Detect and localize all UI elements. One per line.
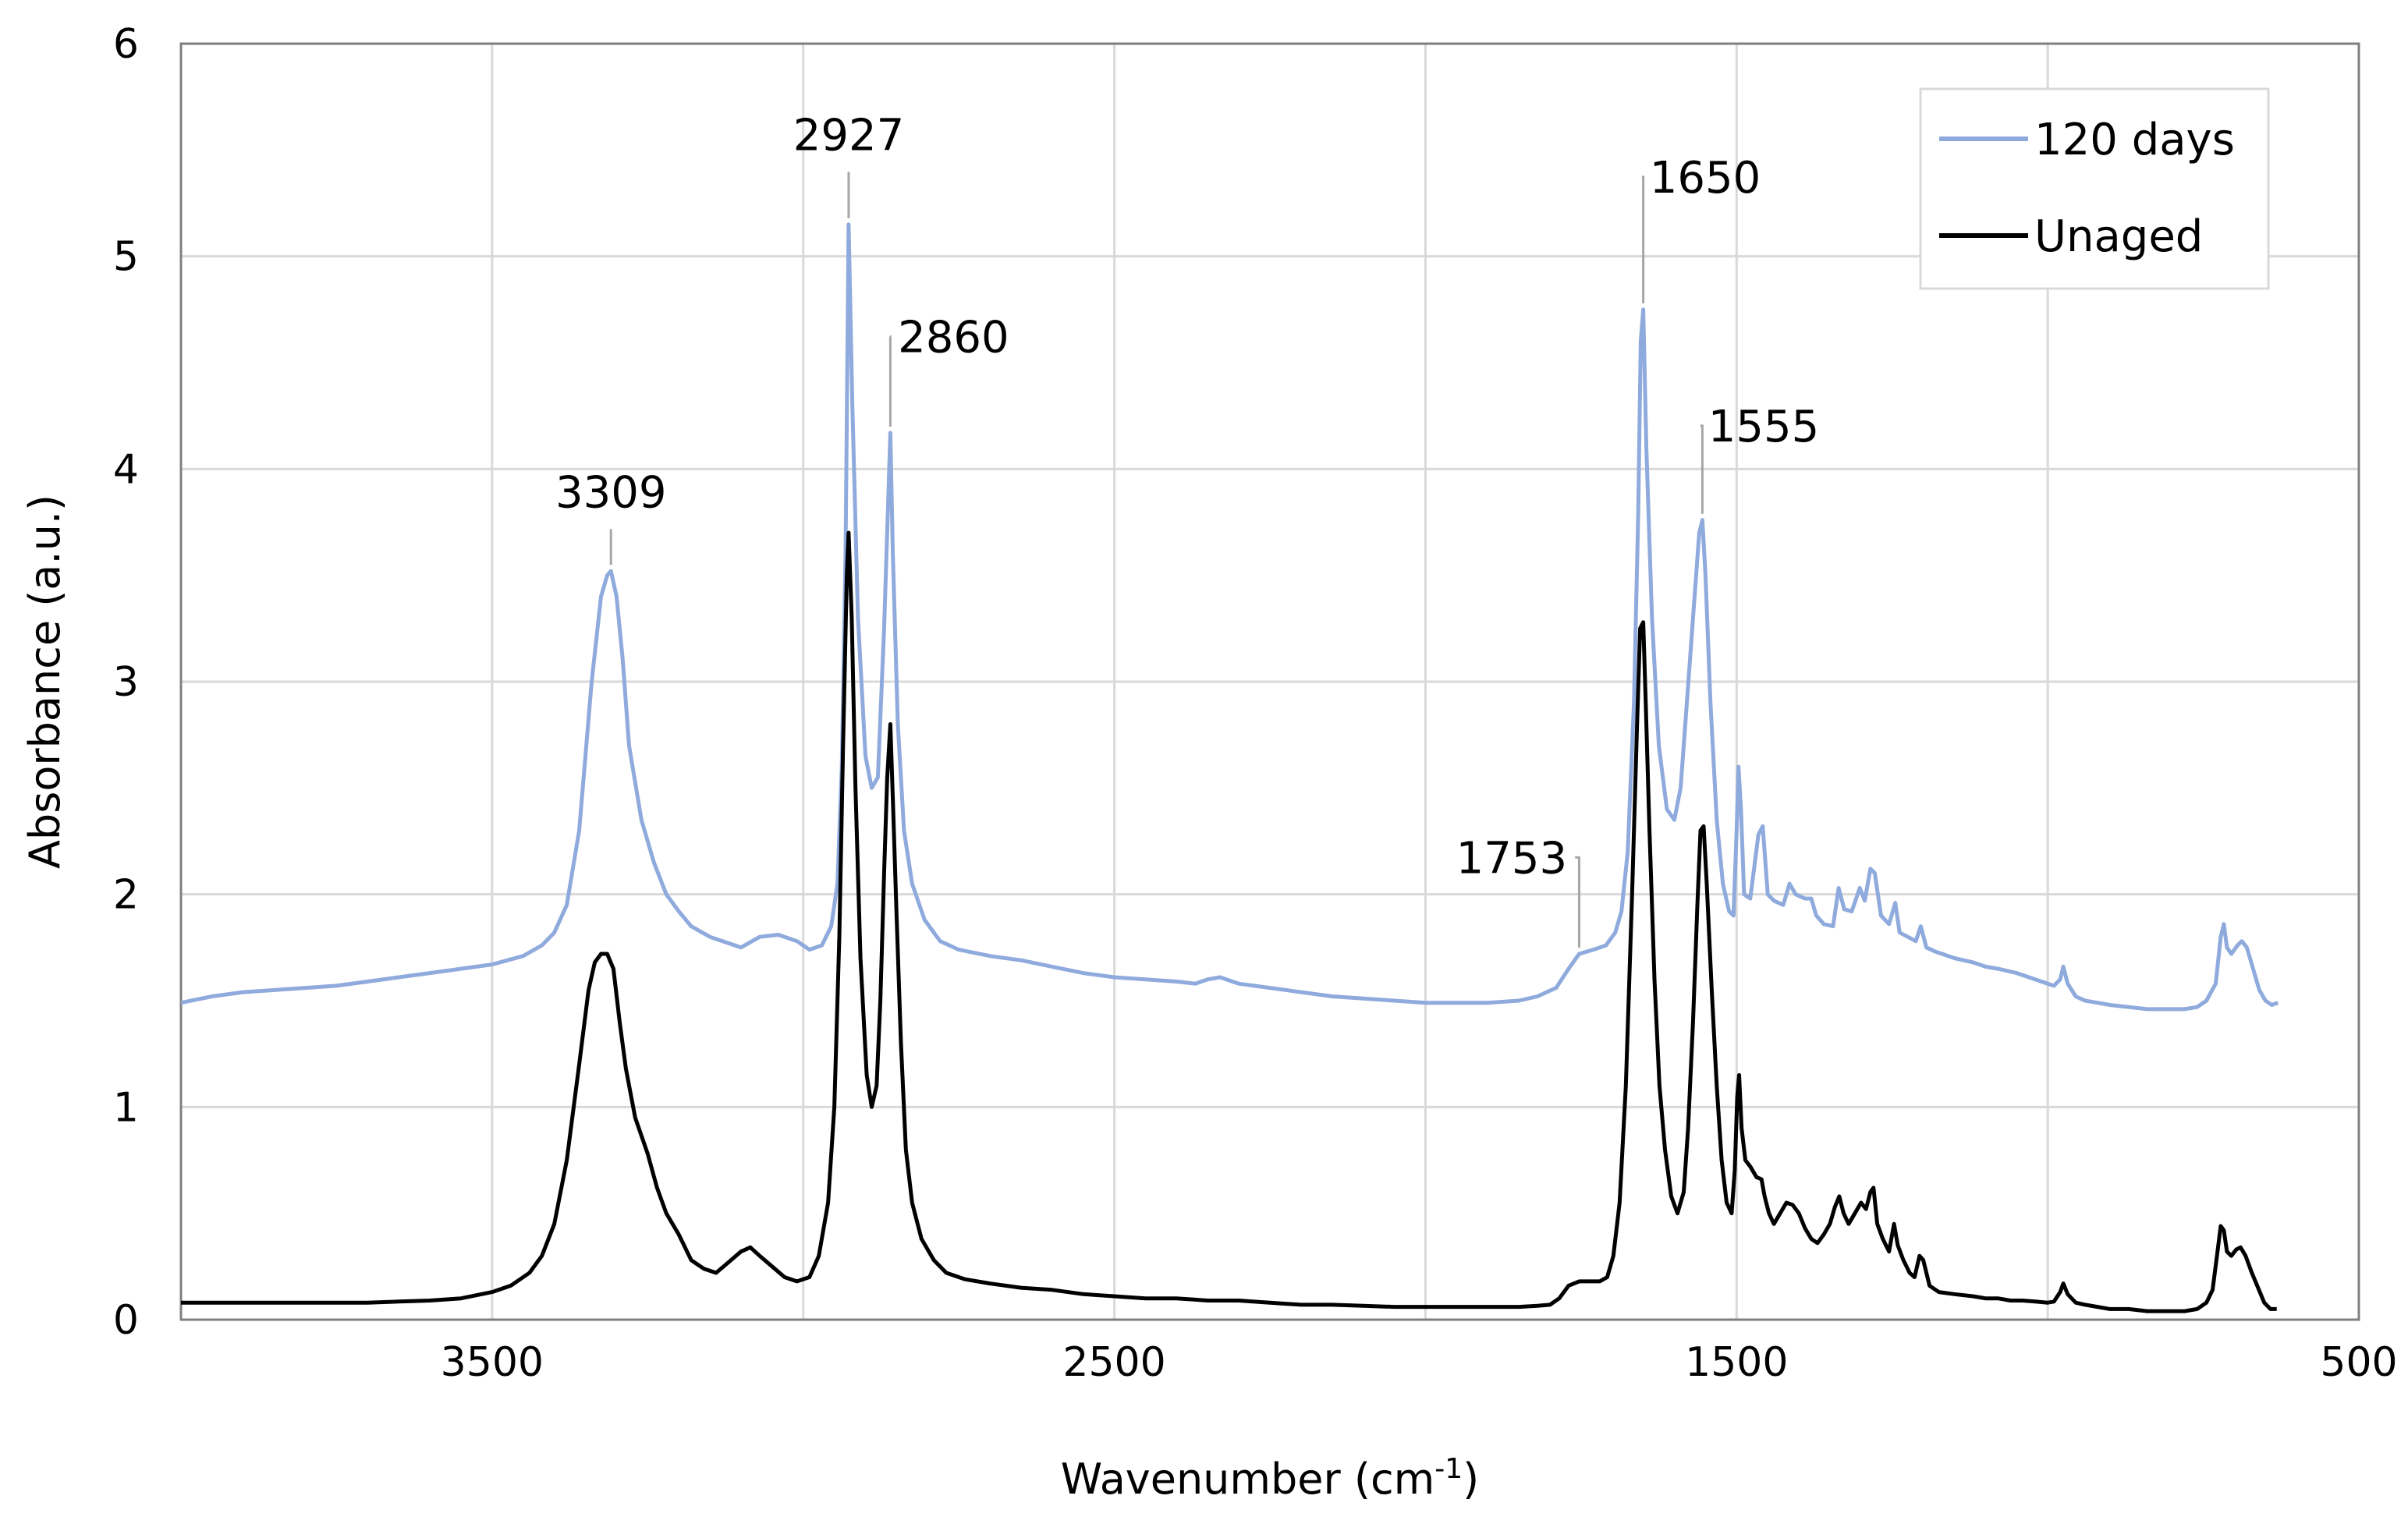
x-tick-label-1500: 1500 xyxy=(1685,1339,1788,1386)
series-line-unaged xyxy=(181,530,2277,1313)
y-tick-label-1: 1 xyxy=(113,1084,139,1131)
x-tick-label-500: 500 xyxy=(2320,1339,2397,1386)
annotation-label-3309: 3309 xyxy=(555,467,667,518)
legend: 120 days Unaged xyxy=(1919,87,2270,290)
x-axis-title-main: Wavenumber (cm xyxy=(1061,1455,1435,1504)
annotation-leader-1753 xyxy=(1575,856,1580,948)
annotation-label-2860: 2860 xyxy=(898,312,1009,363)
annotation-label-1555: 1555 xyxy=(1708,402,1820,452)
x-axis-title: Wavenumber (cm-1) xyxy=(1061,1453,1479,1504)
legend-label-unaged: Unaged xyxy=(2034,211,2203,262)
x-axis-title-end: ) xyxy=(1463,1455,1479,1504)
x-axis-title-superscript: -1 xyxy=(1435,1453,1463,1485)
annotation-leader-1650 xyxy=(1641,175,1645,303)
y-tick-label-2: 2 xyxy=(113,872,139,919)
series-line-120-days xyxy=(180,222,2279,1012)
x-tick-label-2500: 2500 xyxy=(1062,1339,1165,1386)
annotation-label-1650: 1650 xyxy=(1650,153,1761,204)
y-tick-label-5: 5 xyxy=(113,234,139,281)
y-tick-label-6: 6 xyxy=(113,21,139,68)
y-tick-label-0: 0 xyxy=(113,1297,139,1344)
annotation-label-1753: 1753 xyxy=(1456,833,1568,884)
annotations-layer: 3309 2927 2860 1753 1650 1555 xyxy=(555,110,1819,948)
y-axis-title: Absorbance (a.u.) xyxy=(20,494,69,869)
series-layer xyxy=(180,222,2279,1313)
y-tick-label-3: 3 xyxy=(113,659,139,706)
legend-box xyxy=(1919,87,2270,290)
y-tick-label-4: 4 xyxy=(113,446,139,493)
x-tick-label-3500: 3500 xyxy=(441,1339,544,1386)
legend-label-120-days: 120 days xyxy=(2034,115,2235,165)
annotation-label-2927: 2927 xyxy=(793,110,905,161)
plot-area-frame xyxy=(179,42,2360,1321)
annotation-leader-1555 xyxy=(1700,424,1704,514)
tick-labels: 3500 2500 1500 500 0 1 2 3 4 5 6 xyxy=(113,21,2398,1386)
